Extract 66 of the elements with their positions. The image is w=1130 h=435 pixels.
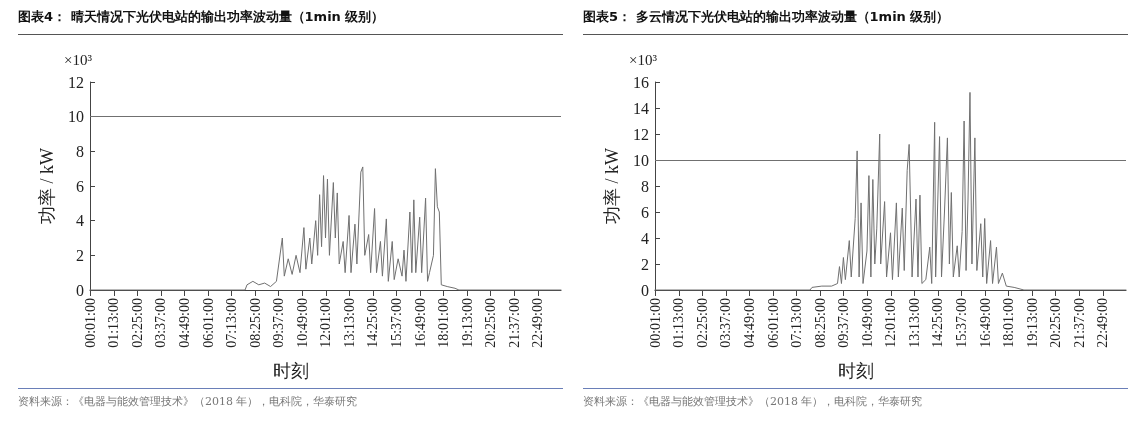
x-tick-label: 20:25:00: [1048, 298, 1064, 348]
x-tick-label: 04:49:00: [742, 298, 758, 348]
x-tick-label: 15:37:00: [953, 298, 969, 348]
chart-title: 图表4： 晴天情况下光伏电站的输出功率波动量（1min 级别）: [18, 8, 563, 35]
x-tick-label: 13:13:00: [341, 298, 357, 348]
y-tick-label: 4: [641, 229, 649, 247]
x-tick-label: 22:49:00: [530, 298, 546, 348]
x-tick-label: 16:49:00: [977, 298, 993, 348]
x-tick-label: 09:37:00: [836, 298, 852, 348]
x-tick-label: 00:01:00: [82, 298, 98, 348]
text: ×10³: [64, 51, 93, 68]
x-tick-label: 02:25:00: [694, 298, 710, 348]
x-tick-label: 12:01:00: [318, 298, 334, 348]
x-tick-label: 19:13:00: [1024, 298, 1040, 348]
x-tick-label: 01:13:00: [671, 298, 687, 348]
x-tick-label: 15:37:00: [388, 298, 404, 348]
y-axis-title: 功率 / kW: [37, 148, 57, 224]
x-tick-label: 07:13:00: [224, 298, 240, 348]
x-tick-label: 10:49:00: [859, 298, 875, 348]
x-tick-label: 06:01:00: [765, 298, 781, 348]
x-tick-label: 14:25:00: [365, 298, 381, 348]
x-tick-label: 03:37:00: [153, 298, 169, 348]
x-tick-label: 06:01:00: [200, 298, 216, 348]
y-tick-label: 2: [641, 255, 649, 273]
x-tick-label: 21:37:00: [1071, 298, 1087, 348]
x-tick-label: 07:13:00: [789, 298, 805, 348]
y-tick-label: 12: [633, 125, 649, 143]
x-tick-label: 18:01:00: [436, 298, 452, 348]
x-tick-label: 01:13:00: [106, 298, 122, 348]
y-tick-label: 10: [68, 108, 84, 126]
x-tick-label: 13:13:00: [906, 298, 922, 348]
x-tick-label: 03:37:00: [718, 298, 734, 348]
x-tick-label: 22:49:00: [1095, 298, 1111, 348]
x-tick-label: 12:01:00: [883, 298, 899, 348]
x-tick-label: 10:49:00: [294, 298, 310, 348]
chart-title: 图表5： 多云情况下光伏电站的输出功率波动量（1min 级别）: [583, 8, 1128, 35]
y-tick-label: 6: [76, 177, 84, 195]
y-tick-label: 12: [68, 73, 84, 91]
y-tick-label: 2: [76, 246, 84, 264]
x-tick-label: 08:25:00: [247, 298, 263, 348]
text: ×10³: [629, 51, 658, 68]
y-tick-label: 0: [641, 281, 649, 299]
x-tick-label: 02:25:00: [129, 298, 145, 348]
x-axis-title: 时刻: [272, 361, 309, 381]
x-tick-label: 18:01:00: [1001, 298, 1017, 348]
y-tick-label: 14: [633, 99, 649, 117]
x-tick-label: 21:37:00: [506, 298, 522, 348]
x-tick-label: 20:25:00: [483, 298, 499, 348]
y-tick-label: 4: [76, 212, 84, 230]
text: 资料来源：《电器与能效管理技术》（2018 年），电科院，华泰研究: [18, 388, 563, 409]
y-tick-label: 8: [641, 177, 649, 195]
text: 资料来源：《电器与能效管理技术》（2018 年），电科院，华泰研究: [583, 388, 1128, 409]
x-axis-title: 时刻: [837, 361, 874, 381]
y-tick-label: 0: [76, 281, 84, 299]
x-tick-label: 09:37:00: [271, 298, 287, 348]
y-tick-label: 16: [633, 73, 649, 91]
y-axis-title: 功率 / kW: [602, 148, 622, 224]
x-tick-label: 04:49:00: [177, 298, 193, 348]
x-tick-label: 08:25:00: [812, 298, 828, 348]
x-tick-label: 16:49:00: [412, 298, 428, 348]
y-tick-label: 10: [633, 151, 649, 169]
y-tick-label: 8: [76, 142, 84, 160]
x-tick-label: 19:13:00: [459, 298, 475, 348]
x-tick-label: 00:01:00: [647, 298, 663, 348]
y-tick-label: 6: [641, 203, 649, 221]
x-tick-label: 14:25:00: [930, 298, 946, 348]
